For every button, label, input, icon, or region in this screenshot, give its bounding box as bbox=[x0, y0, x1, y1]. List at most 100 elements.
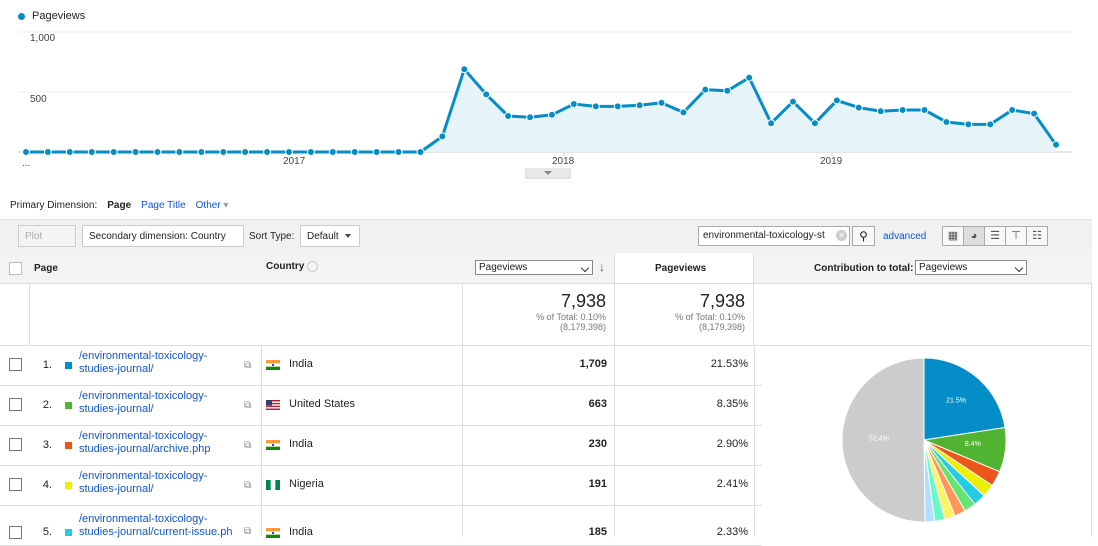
data-point[interactable] bbox=[942, 118, 951, 126]
data-point[interactable] bbox=[898, 106, 907, 114]
row-checkbox[interactable] bbox=[9, 398, 22, 411]
help-icon[interactable] bbox=[307, 261, 319, 272]
plot-rows-button[interactable]: Plot Rows bbox=[18, 225, 76, 264]
page-link[interactable]: /environmental-toxicology-studies-journa… bbox=[79, 430, 211, 455]
data-point[interactable] bbox=[504, 112, 513, 120]
data-point[interactable] bbox=[591, 102, 600, 111]
dimension-other[interactable]: Other bbox=[196, 200, 229, 211]
search-button[interactable]: ⚲ bbox=[852, 226, 875, 246]
external-link-icon[interactable]: ⧉ bbox=[244, 480, 252, 491]
data-point[interactable] bbox=[131, 148, 140, 156]
sort-descending-icon[interactable]: ↓ bbox=[599, 260, 605, 274]
external-link-icon[interactable]: ⧉ bbox=[244, 526, 252, 537]
table-search-input[interactable]: environmental-toxicology-st bbox=[698, 226, 850, 246]
data-point[interactable] bbox=[394, 148, 403, 156]
data-point[interactable] bbox=[350, 148, 359, 156]
external-link-icon[interactable]: ⧉ bbox=[244, 440, 252, 451]
data-point[interactable] bbox=[219, 148, 228, 156]
data-point[interactable] bbox=[526, 113, 535, 122]
data-point[interactable] bbox=[1030, 109, 1039, 118]
data-point[interactable] bbox=[964, 120, 973, 129]
country-name[interactable]: United States bbox=[289, 398, 356, 410]
page-link[interactable]: /environmental-toxicology-studies-journa… bbox=[79, 350, 208, 375]
data-point[interactable] bbox=[306, 148, 315, 156]
table-view-icon[interactable]: ▦ bbox=[942, 226, 964, 246]
row-checkbox[interactable] bbox=[9, 358, 22, 371]
data-point[interactable] bbox=[87, 148, 96, 156]
data-point[interactable] bbox=[153, 148, 162, 156]
data-point[interactable] bbox=[284, 148, 293, 156]
data-point[interactable] bbox=[789, 97, 798, 106]
data-point[interactable] bbox=[482, 90, 491, 99]
data-point[interactable] bbox=[43, 148, 52, 156]
page-link[interactable]: /environmental-toxicology-studies-journa… bbox=[79, 390, 208, 415]
data-point[interactable] bbox=[438, 132, 447, 141]
country-column-header[interactable]: Country bbox=[266, 261, 319, 272]
row-checkbox[interactable] bbox=[9, 526, 22, 539]
pie-slice-label: 8.4% bbox=[965, 441, 981, 448]
data-point[interactable] bbox=[986, 120, 995, 129]
data-point[interactable] bbox=[1008, 106, 1017, 114]
chart-legend[interactable]: Pageviews bbox=[18, 10, 85, 22]
page-column-header[interactable]: Page bbox=[34, 263, 58, 274]
row-checkbox[interactable] bbox=[9, 478, 22, 491]
data-point[interactable] bbox=[241, 148, 250, 156]
dimension-page-title[interactable]: Page Title bbox=[141, 200, 186, 211]
secondary-dimension-dropdown[interactable]: Secondary dimension: Country bbox=[82, 225, 244, 261]
data-point[interactable] bbox=[372, 148, 381, 156]
data-point[interactable] bbox=[832, 96, 841, 105]
sort-type-dropdown[interactable]: Default bbox=[300, 225, 360, 247]
select-all-checkbox[interactable] bbox=[9, 262, 22, 275]
external-link-icon[interactable]: ⧉ bbox=[244, 400, 252, 411]
metric-select[interactable]: Pageviews bbox=[475, 260, 593, 275]
row-checkbox[interactable] bbox=[9, 438, 22, 451]
advanced-filter-link[interactable]: advanced bbox=[883, 231, 927, 242]
country-name[interactable]: India bbox=[289, 526, 313, 538]
country-name[interactable]: India bbox=[289, 438, 313, 450]
performance-view-icon[interactable]: ☰ bbox=[984, 226, 1006, 246]
data-point[interactable] bbox=[679, 108, 688, 117]
data-point[interactable] bbox=[1052, 140, 1060, 149]
dimension-page[interactable]: Page bbox=[107, 200, 132, 211]
chart-collapse-handle[interactable] bbox=[525, 168, 571, 179]
data-point[interactable] bbox=[460, 65, 469, 74]
page-link[interactable]: /environmental-toxicology-studies-journa… bbox=[79, 513, 233, 538]
pageviews-column-header[interactable]: Pageviews bbox=[655, 263, 707, 274]
sort-type-label: Sort Type: bbox=[249, 231, 295, 242]
line-chart-svg bbox=[18, 31, 1072, 156]
data-point[interactable] bbox=[416, 148, 425, 156]
data-point[interactable] bbox=[197, 148, 206, 156]
pie-slice[interactable] bbox=[841, 357, 926, 523]
data-point[interactable] bbox=[810, 119, 819, 128]
comparison-view-icon[interactable]: ⊤ bbox=[1005, 226, 1027, 246]
data-point[interactable] bbox=[569, 100, 578, 108]
data-point[interactable] bbox=[920, 106, 929, 114]
totals-cell: 7,938 % of Total: 0.10% (8,179,398) bbox=[462, 283, 614, 345]
data-point[interactable] bbox=[263, 148, 272, 156]
country-name[interactable]: Nigeria bbox=[289, 478, 324, 490]
data-point[interactable] bbox=[657, 98, 666, 107]
contribution-select[interactable]: Pageviews bbox=[915, 260, 1027, 275]
pie-view-icon[interactable]: ◕ bbox=[963, 226, 985, 246]
pie-slice[interactable] bbox=[923, 357, 1006, 441]
pivot-view-icon[interactable]: ☷ bbox=[1026, 226, 1048, 246]
data-point[interactable] bbox=[745, 73, 754, 82]
data-point[interactable] bbox=[109, 148, 118, 156]
data-point[interactable] bbox=[22, 148, 30, 156]
contribution-value: 2.41% bbox=[716, 478, 748, 490]
data-point[interactable] bbox=[328, 148, 337, 156]
data-point[interactable] bbox=[767, 119, 776, 128]
data-point[interactable] bbox=[876, 107, 885, 116]
country-name[interactable]: India bbox=[289, 358, 313, 370]
data-point[interactable] bbox=[723, 86, 732, 95]
data-point[interactable] bbox=[547, 110, 556, 119]
data-point[interactable] bbox=[65, 148, 74, 156]
data-point[interactable] bbox=[854, 103, 863, 112]
data-point[interactable] bbox=[175, 148, 184, 156]
data-point[interactable] bbox=[701, 85, 710, 94]
page-link[interactable]: /environmental-toxicology-studies-journa… bbox=[79, 470, 208, 495]
data-point[interactable] bbox=[613, 102, 622, 111]
external-link-icon[interactable]: ⧉ bbox=[244, 360, 252, 371]
clear-search-icon[interactable]: ✕ bbox=[836, 230, 847, 241]
data-point[interactable] bbox=[635, 101, 644, 110]
